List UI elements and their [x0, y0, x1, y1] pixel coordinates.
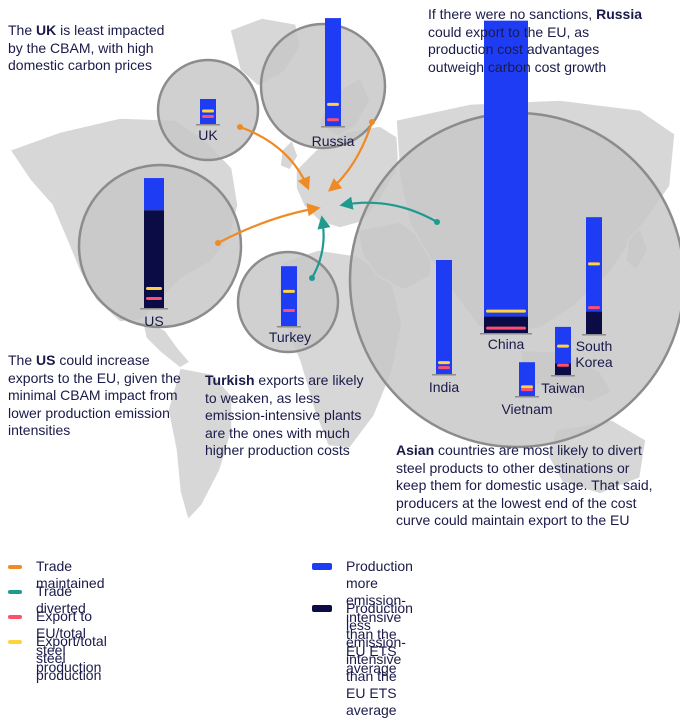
legend-swatch-yellow [8, 640, 22, 644]
annotation-uk: The UK is least impacted by the CBAM, wi… [8, 22, 165, 73]
marker-export-eu-china [486, 326, 526, 330]
legend-trade-diverted: Trade diverted [8, 583, 86, 617]
annotation-turkey: Turkish exports are likely to weaken, as… [205, 372, 364, 458]
annotation-us: The US could increase exports to the EU,… [8, 352, 181, 438]
flow-start-dots [215, 119, 440, 281]
marker-export-total-china [486, 309, 526, 313]
label-india: India [429, 379, 460, 395]
trade-flows [217, 121, 438, 279]
bar-baseline-uk [196, 124, 220, 126]
marker-export-eu-taiwan [557, 363, 569, 367]
marker-export-eu-russia [327, 118, 339, 122]
bar-less-china [484, 316, 528, 333]
annotation-russia: If there were no sanctions, Russia could… [428, 6, 643, 75]
bar-baseline-us [140, 308, 168, 310]
marker-export-total-vietnam [521, 385, 533, 389]
label-vietnam: Vietnam [501, 401, 552, 417]
flow-russia [327, 121, 374, 192]
bar-baseline-taiwan [551, 375, 575, 377]
bar-baseline-china [480, 333, 532, 335]
bar-more-india [436, 260, 452, 374]
legend-trade-maintained: Trade maintained [8, 558, 105, 592]
bar-baseline-south-korea [582, 334, 606, 336]
bar-more-russia [325, 18, 341, 127]
label-uk: UK [198, 127, 218, 143]
flow-turkey [311, 215, 331, 279]
bar-baseline-turkey [277, 326, 301, 328]
label-taiwan: Taiwan [541, 380, 585, 396]
marker-export-eu-vietnam [521, 388, 533, 392]
bar-more-turkey [281, 266, 297, 326]
bar-baseline-vietnam [515, 396, 539, 398]
flow-uk [239, 125, 311, 191]
label-south-korea-2: Korea [575, 354, 613, 370]
legend-swatch-navy [312, 605, 332, 612]
marker-export-eu-uk [202, 115, 214, 118]
production-bars [140, 18, 606, 398]
bar-baseline-india [432, 374, 456, 376]
circle-russia [259, 22, 387, 150]
world-map-diagram: UK Russia US Turkey China India Vietnam … [8, 17, 680, 522]
bar-less-taiwan [555, 363, 571, 375]
marker-export-eu-us [146, 297, 162, 301]
marker-export-total-russia [327, 102, 339, 106]
bar-less-us [144, 210, 164, 308]
bar-baseline-russia [321, 126, 345, 128]
label-south-korea-1: South [576, 338, 613, 354]
marker-export-total-uk [202, 109, 214, 113]
bar-more-us [144, 178, 164, 211]
label-us: US [144, 313, 163, 329]
marker-export-total-india [438, 361, 450, 365]
label-turkey: Turkey [269, 329, 311, 345]
bar-less-south-korea [586, 311, 602, 334]
label-russia: Russia [312, 133, 355, 149]
flow-asia [339, 196, 438, 223]
legend-swatch-orange [8, 565, 22, 569]
label-china: China [488, 336, 525, 352]
land-south-america [167, 367, 233, 522]
marker-export-total-south-korea [588, 262, 600, 266]
marker-export-eu-india [438, 366, 450, 370]
marker-export-eu-south-korea [588, 306, 600, 310]
marker-export-total-us [146, 287, 162, 291]
marker-export-total-turkey [283, 289, 295, 293]
annotation-asia: Asian countries are most likely to diver… [396, 442, 653, 528]
legend-less-intensive: Production less emission-intensive than t… [312, 600, 413, 719]
legend-swatch-teal [8, 590, 22, 594]
land-central-america [140, 318, 192, 369]
marker-export-eu-turkey [283, 308, 295, 312]
legend-export-total: Export/total steel production [8, 633, 107, 684]
marker-export-total-taiwan [557, 344, 569, 348]
legend-swatch-pink [8, 615, 22, 619]
bar-more-china [484, 20, 528, 317]
country-labels: UK Russia US Turkey China India Vietnam … [144, 127, 613, 417]
flow-us [217, 203, 321, 244]
legend-swatch-blue [312, 563, 332, 570]
